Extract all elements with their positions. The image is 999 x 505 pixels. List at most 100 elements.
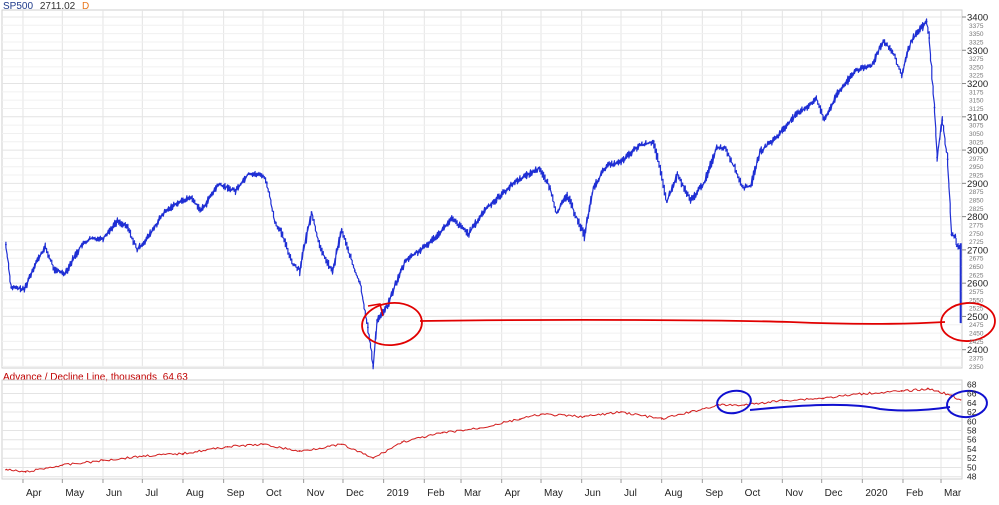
ad-data-point xyxy=(262,443,264,446)
indicator-title: Advance / Decline Line, thousands xyxy=(3,372,157,383)
price-minor-tick-label: 2875 xyxy=(969,189,984,196)
price-tick-label: 2700 xyxy=(967,245,988,256)
sp500-data-point xyxy=(262,174,264,177)
price-panel-frame xyxy=(1,9,963,369)
indicator-tick-label: 52 xyxy=(967,453,977,463)
x-tick-label: Apr xyxy=(26,488,42,499)
ad-data-point xyxy=(442,432,444,434)
indicator-tick-label: 66 xyxy=(967,389,977,399)
sp500-data-point xyxy=(116,220,119,222)
x-tick-label: 2020 xyxy=(865,488,888,499)
series-layer xyxy=(5,18,962,473)
sp500-data-point xyxy=(900,74,903,77)
sp500-data-point xyxy=(102,237,104,240)
ad-data-point xyxy=(226,446,229,448)
ad-data-point xyxy=(401,441,403,443)
indicator-panel-frame xyxy=(1,379,963,480)
grid-layer xyxy=(1,9,963,480)
axis-layer: Apr May Jun Jul Aug Sep Oct Nov Dec 2019 Feb Mar Apr… xyxy=(22,12,988,499)
x-tick-label: Oct xyxy=(266,488,282,499)
price-minor-tick-label: 2650 xyxy=(969,264,984,271)
price-minor-tick-label: 2950 xyxy=(969,164,984,171)
sp500-data-point xyxy=(891,51,894,53)
ad-data-point xyxy=(901,390,903,392)
sp500-data-point xyxy=(676,173,679,176)
interval-label: D xyxy=(82,1,90,12)
sp500-data-point xyxy=(298,268,301,271)
sp500-data-point xyxy=(689,200,692,202)
price-minor-tick-label: 2675 xyxy=(969,256,984,263)
price-minor-tick-label: 2475 xyxy=(969,322,984,329)
blue-circle-sep xyxy=(716,389,752,415)
x-tick-label: Aug xyxy=(186,488,204,499)
ad-data-point xyxy=(102,459,104,462)
price-tick-label: 2500 xyxy=(967,312,988,323)
price-minor-tick-label: 2925 xyxy=(969,173,984,180)
sp500-data-point xyxy=(439,231,441,234)
sp500-data-point xyxy=(234,189,237,192)
price-minor-tick-label: 3150 xyxy=(969,98,984,105)
sp500-data-point xyxy=(359,282,361,285)
ad-data-point xyxy=(5,469,7,471)
indicator-tick-label: 64 xyxy=(967,398,977,408)
x-tick-label: Jun xyxy=(585,488,601,499)
price-minor-tick-label: 2725 xyxy=(969,239,984,246)
ad-data-point xyxy=(24,471,27,473)
price-tick-label: 3300 xyxy=(967,46,988,57)
sp500-data-point xyxy=(146,237,149,239)
sp500-data-point xyxy=(217,183,220,186)
sp500-data-point xyxy=(500,193,503,196)
sp500-data-point xyxy=(790,118,793,120)
sp500-data-point xyxy=(566,194,569,197)
sp500-data-point xyxy=(759,150,761,153)
price-tick-label: 3200 xyxy=(967,79,988,90)
sp500-data-point xyxy=(367,326,369,329)
sp500-data-point xyxy=(247,172,250,175)
sp500-data-point xyxy=(725,147,727,150)
price-minor-tick-label: 3175 xyxy=(969,89,984,96)
sp500-data-point xyxy=(954,235,957,238)
ad-data-point xyxy=(182,452,184,455)
sp500-data-point xyxy=(950,233,953,236)
price-tick-label: 3100 xyxy=(967,112,988,123)
price-minor-tick-label: 3050 xyxy=(969,131,984,138)
sp500-data-point xyxy=(44,246,47,249)
sp500-data-point xyxy=(555,211,558,214)
indicator-value: 64.63 xyxy=(162,372,188,383)
price-minor-tick-label: 2750 xyxy=(969,231,984,238)
price-minor-tick-label: 2575 xyxy=(969,289,984,296)
sp500-data-point xyxy=(592,187,595,189)
x-tick-label: Dec xyxy=(346,488,364,499)
sp500-data-point xyxy=(638,144,641,147)
sp500-data-point xyxy=(955,245,958,248)
sp500-data-point xyxy=(310,211,313,213)
indicator-tick-label: 48 xyxy=(967,472,977,482)
sp500-data-point xyxy=(450,218,453,220)
sp500-data-point xyxy=(468,232,470,235)
x-tick-label: Nov xyxy=(785,488,803,499)
price-minor-tick-label: 3250 xyxy=(969,64,984,71)
sp500-data-point xyxy=(715,146,718,149)
indicator-tick-label: 58 xyxy=(967,426,977,436)
symbol-label: SP500 xyxy=(3,1,34,12)
sp500-data-point xyxy=(823,118,826,120)
price-minor-tick-label: 2550 xyxy=(969,297,984,304)
sp500-data-point xyxy=(704,180,706,183)
indicator-tick-label: 50 xyxy=(967,462,977,472)
sp500-data-point xyxy=(394,283,397,286)
price-minor-tick-label: 2450 xyxy=(969,331,984,338)
price-minor-tick-label: 2625 xyxy=(969,272,984,279)
price-tick-label: 3400 xyxy=(967,12,988,23)
ad-data-point xyxy=(341,443,343,446)
sp500-data-point xyxy=(583,234,586,237)
sp500-data-point xyxy=(340,229,343,231)
ad-data-point xyxy=(743,404,745,406)
ad-series-line xyxy=(5,387,961,473)
ad-data-point xyxy=(822,397,824,399)
sp500-data-point xyxy=(946,158,949,161)
sp500-data-point xyxy=(136,249,139,251)
sp500-data-point xyxy=(423,246,426,249)
sp500-data-point xyxy=(910,40,912,43)
indicator-tick-label: 60 xyxy=(967,416,977,426)
